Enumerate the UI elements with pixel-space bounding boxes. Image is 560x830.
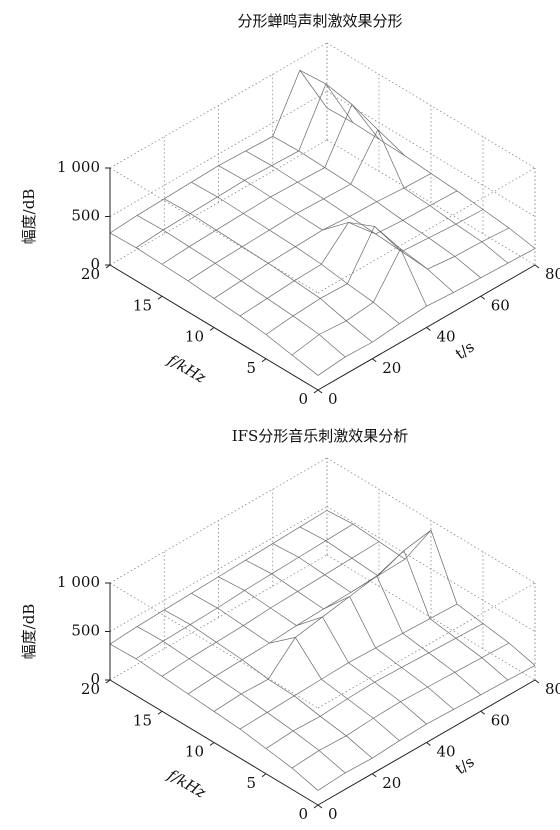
grid-line	[109, 457, 328, 584]
tick-mark	[371, 773, 377, 778]
tick-mark	[317, 389, 323, 394]
tick-mark	[261, 773, 267, 778]
z-tick-label: 500	[71, 622, 100, 640]
x-axis-label: t/s	[452, 338, 478, 364]
surface-row	[265, 209, 484, 335]
grid-line	[109, 91, 328, 217]
surface-column	[218, 576, 427, 725]
x-tick-label: 80	[545, 680, 560, 698]
tick-mark	[209, 327, 215, 331]
tick-mark	[534, 679, 540, 684]
surface-column	[191, 593, 400, 741]
x-tick-label: 20	[382, 774, 401, 792]
surface-column	[191, 181, 400, 324]
chart-title: 分形蝉鸣声刺激效果分形	[237, 12, 402, 30]
tick-mark	[480, 295, 486, 300]
x-tick-label: 80	[545, 265, 560, 283]
grid-line	[326, 457, 536, 584]
box-edge	[109, 167, 319, 294]
tick-mark	[317, 804, 323, 809]
z-axis-label: 幅度/dB	[20, 604, 38, 660]
z-tick-label: 0	[90, 670, 100, 688]
z-axis-label: 幅度/dB	[20, 189, 38, 245]
surface-row	[161, 541, 380, 677]
y-axis-label: f/kHz	[164, 350, 209, 386]
x-axis-label: t/s	[452, 753, 478, 779]
grid-line	[326, 42, 536, 169]
y-tick-label: 5	[246, 359, 256, 377]
surface-row	[239, 603, 458, 730]
tick-mark	[426, 742, 431, 746]
surface-column	[164, 198, 373, 343]
grid-line	[326, 139, 536, 266]
y-tick-label: 10	[185, 743, 204, 761]
chart-title: IFS分形音乐刺激效果分析	[232, 427, 409, 445]
tick-mark	[426, 327, 431, 331]
grid-line	[326, 91, 536, 217]
surface-column	[136, 215, 346, 358]
y-tick-label: 0	[298, 805, 308, 823]
surface-column	[109, 643, 319, 791]
x-tick-label: 60	[491, 296, 510, 314]
y-tick-label: 20	[81, 265, 100, 283]
surface-column	[272, 543, 481, 696]
tick-mark	[371, 358, 377, 363]
x-tick-label: 20	[382, 359, 401, 377]
surface-row	[135, 523, 354, 660]
grid-line	[326, 506, 536, 632]
box-edge	[317, 167, 536, 294]
x-tick-label: 40	[437, 743, 456, 761]
surface-column	[245, 150, 454, 293]
surface-column	[326, 107, 536, 249]
surface-column	[299, 69, 509, 264]
box-edge	[109, 582, 319, 709]
y-tick-label: 5	[246, 774, 256, 792]
surface-row	[291, 642, 510, 769]
surface-row	[291, 227, 510, 356]
tick-mark	[209, 742, 215, 746]
x-tick-label: 60	[491, 711, 510, 729]
surface-column	[299, 526, 509, 681]
grid-line	[326, 554, 536, 681]
z-tick-label: 500	[71, 207, 100, 225]
tick-mark	[157, 710, 163, 715]
surface-row	[109, 69, 328, 234]
z-tick-label: 0	[90, 255, 100, 273]
tick-mark	[313, 389, 319, 394]
tick-mark	[480, 710, 486, 715]
surface-column	[326, 510, 536, 666]
y-tick-label: 0	[298, 390, 308, 408]
grid-line	[109, 139, 328, 266]
tick-mark	[313, 804, 319, 809]
z-tick-label: 1 000	[57, 573, 100, 591]
x-tick-label: 0	[328, 805, 338, 823]
surface-column	[218, 165, 427, 307]
x-tick-label: 0	[328, 390, 338, 408]
grid-line	[109, 42, 328, 169]
grid-line	[109, 554, 328, 681]
tick-mark	[261, 358, 267, 363]
x-tick-label: 40	[437, 328, 456, 346]
surface-column	[272, 136, 481, 279]
surface-column	[136, 626, 346, 774]
y-axis-label: f/kHz	[164, 765, 209, 801]
y-tick-label: 10	[185, 328, 204, 346]
surface-column	[109, 232, 319, 376]
box-edge	[317, 582, 536, 709]
surface-row	[239, 190, 458, 317]
grid-line	[109, 506, 328, 632]
tick-mark	[157, 295, 163, 300]
y-tick-label: 15	[133, 296, 152, 314]
y-tick-label: 15	[133, 711, 152, 729]
tick-mark	[534, 264, 540, 269]
surface-row	[213, 173, 432, 299]
surface-column	[245, 559, 454, 710]
surface-row	[135, 83, 354, 248]
y-tick-label: 20	[81, 680, 100, 698]
z-tick-label: 1 000	[57, 158, 100, 176]
surface-column	[164, 609, 373, 759]
